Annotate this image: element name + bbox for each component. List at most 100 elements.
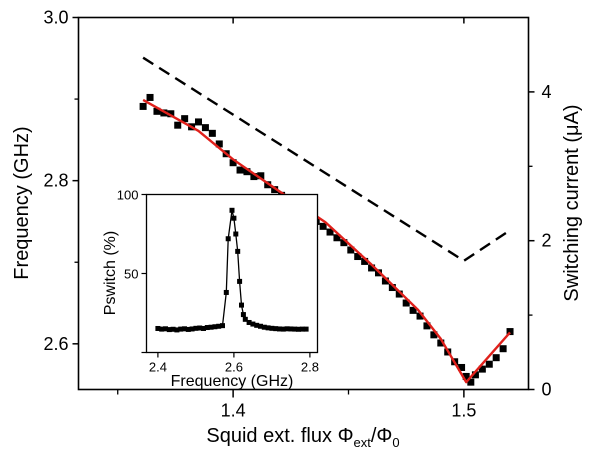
x-axis-label-prefix: Squid ext. flux (206, 425, 337, 447)
frequency-data-point (361, 257, 369, 265)
x-tick-label: 1.5 (451, 401, 476, 421)
inset-y-tick-label: 100 (117, 188, 139, 203)
inset-background (146, 194, 318, 353)
x-axis-label-phi: Φ (338, 425, 354, 447)
y-axis-right-label: Switching current (μA) (561, 104, 583, 301)
inset-data-point (258, 323, 263, 329)
inset-data-point (254, 322, 260, 328)
frequency-data-point (167, 110, 175, 118)
frequency-data-point (208, 129, 216, 137)
frequency-data-point (201, 124, 209, 132)
inset-data-point (197, 325, 203, 331)
y-left-tick-label: 3.0 (43, 8, 68, 28)
inset-data-point (292, 326, 298, 332)
inset-x-tick-label: 2.8 (301, 360, 319, 375)
y-right-tick-label: 4 (542, 82, 552, 102)
inset-data-point (216, 323, 222, 329)
inset-data-point (193, 325, 199, 331)
y-right-tick-label: 0 (542, 380, 552, 400)
inset-data-point (250, 321, 256, 327)
x-axis-label-slash-phi: /Φ (371, 425, 393, 447)
x-axis-label-sub-zero: 0 (392, 435, 399, 450)
frequency-data-point (409, 306, 417, 314)
frequency-data-point (340, 239, 348, 247)
frequency-data-point (416, 312, 424, 320)
inset-data-point (182, 326, 187, 332)
inset-data-point (284, 326, 290, 332)
frequency-data-point (153, 107, 161, 115)
inset-plot: 2.4 2.6 2.8 50 100 (117, 188, 319, 375)
frequency-data-point (368, 264, 376, 272)
inset-x-tick-label: 2.4 (149, 360, 167, 375)
inset-data-point (212, 324, 218, 330)
x-axis-label: Squid ext. flux Φext/Φ0 (206, 425, 399, 450)
inset-data-point (155, 325, 161, 331)
frequency-data-point (506, 328, 514, 336)
inset-data-point (174, 327, 180, 333)
frequency-data-point (430, 331, 438, 339)
frequency-data-point (250, 173, 258, 181)
inset-data-point (296, 326, 301, 332)
frequency-data-point (271, 186, 279, 194)
frequency-data-point (437, 339, 445, 347)
frequency-data-point (229, 159, 237, 167)
main-plot-frame (77, 16, 530, 391)
frequency-data-point (467, 378, 475, 386)
frequency-data-point (257, 172, 265, 180)
inset-data-point (237, 278, 243, 284)
inset-data-point (189, 326, 195, 332)
frequency-data-point (395, 290, 403, 298)
frequency-data-point (139, 102, 147, 110)
inset-data-point (231, 215, 237, 221)
frequency-data-point (243, 168, 251, 176)
inset-y-tick-label: 50 (124, 267, 138, 282)
inset-data-point (233, 231, 239, 237)
inset-data-point (261, 324, 267, 330)
frequency-data-point (333, 234, 341, 242)
y-left-tick-label: 2.6 (43, 334, 68, 354)
inset-data-point (223, 289, 229, 295)
inset-data-point (246, 319, 252, 325)
inset-data-point (299, 326, 305, 332)
frequency-data-point (347, 246, 355, 254)
y-left-tick-label: 2.8 (43, 171, 68, 191)
inset-data-point (220, 323, 225, 329)
frequency-data-point (236, 166, 244, 174)
frequency-data-point (160, 109, 168, 117)
inset-data-point (163, 326, 168, 332)
inset-data-point (240, 312, 246, 318)
frequency-data-point (381, 277, 389, 285)
inset-data-point (288, 326, 294, 332)
frequency-data-point (471, 371, 479, 379)
y-right-tick-label: 2 (542, 231, 552, 251)
inset-data-point (273, 326, 279, 332)
inset-data-point (235, 248, 241, 254)
frequency-data-point (492, 354, 500, 362)
inset-data-point (166, 327, 172, 333)
inset-data-point (242, 316, 248, 322)
frequency-data-point (195, 118, 202, 126)
inset-plot-frame (145, 193, 319, 354)
frequency-data-point (354, 253, 362, 261)
frequency-data-point (423, 322, 431, 330)
frequency-data-point (319, 222, 327, 230)
frequency-data-point (458, 363, 466, 371)
frequency-data-point (478, 365, 486, 373)
main-plot: 1.4 1.5 2.6 2.8 3.0 0 2 4 (43, 8, 551, 421)
frequency-data-point (146, 93, 154, 101)
frequency-data-point (462, 372, 470, 380)
inset-data-point (277, 326, 282, 332)
y-axis-left-label: Frequency (GHz) (11, 126, 33, 279)
fit-curve (142, 98, 511, 384)
inset-data-point (178, 326, 184, 332)
inset-data-point (204, 325, 210, 331)
inset-x-axis-label: Frequency (GHz) (171, 373, 294, 390)
frequency-data-point (499, 345, 507, 353)
frequency-data-point (388, 284, 396, 292)
inset-x-tick-label: 2.6 (225, 360, 243, 375)
inset-data-point (265, 325, 271, 331)
inset-data-point (159, 326, 165, 332)
inset-data-point (280, 326, 286, 332)
frequency-data-point (215, 140, 223, 148)
frequency-data-point (174, 121, 182, 129)
